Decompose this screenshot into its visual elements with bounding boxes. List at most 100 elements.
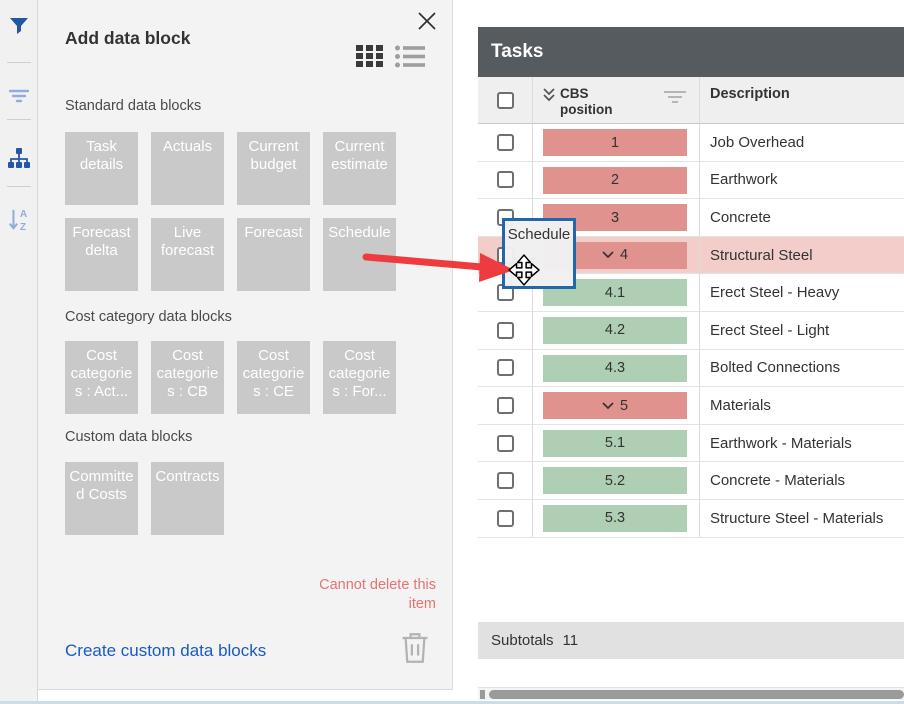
task-description: Structure Steel - Materials [710, 509, 884, 527]
horizontal-scrollbar[interactable] [478, 687, 904, 700]
task-description: Concrete [710, 208, 771, 226]
select-all-checkbox[interactable] [496, 91, 514, 109]
data-block-tile[interactable]: Schedule [323, 218, 396, 291]
task-description: Materials [710, 396, 771, 414]
svg-text:Z: Z [20, 222, 26, 233]
create-custom-data-blocks-link[interactable]: Create custom data blocks [65, 641, 267, 660]
subtotals-bar: Subtotals 11 [478, 622, 904, 659]
cbs-position-cell[interactable]: 5.2 [543, 467, 687, 495]
cbs-position-header[interactable]: CBS position [560, 86, 613, 117]
section-label-standard: Standard data blocks [65, 98, 202, 114]
row-checkbox[interactable] [496, 509, 514, 527]
cbs-number: 4 [619, 247, 629, 264]
cbs-position-cell[interactable]: 5 [543, 392, 687, 420]
data-block-tile[interactable]: Forecast delta [65, 218, 138, 291]
cbs-number: 5.1 [604, 435, 626, 452]
grid-view-icon[interactable] [355, 44, 385, 69]
filter-lines-icon[interactable] [7, 84, 31, 108]
data-block-tile[interactable]: Current budget [237, 132, 310, 205]
cbs-position-cell[interactable]: 4.2 [543, 316, 687, 344]
close-icon[interactable] [412, 6, 442, 36]
row-checkbox[interactable] [496, 434, 514, 452]
row-checkbox[interactable] [496, 472, 514, 490]
drag-ghost-schedule[interactable]: Schedule [502, 218, 576, 289]
data-block-tile[interactable]: Contracts [151, 462, 224, 535]
cbs-number: 4.3 [604, 360, 626, 377]
cbs-position-cell[interactable]: 2 [543, 166, 687, 194]
standard-blocks-grid: Task details Actuals Current budget Current… [65, 132, 401, 291]
data-block-tile[interactable]: Cost categories : CE [237, 341, 310, 414]
data-block-tile[interactable]: Current estimate [323, 132, 396, 205]
scrollbar-stub[interactable] [480, 690, 485, 699]
data-block-tile[interactable]: Live forecast [151, 218, 224, 291]
table-header-row: CBS position Description [478, 77, 904, 124]
task-description: Structural Steel [710, 246, 813, 264]
data-block-tile[interactable]: Committed Costs [65, 462, 138, 535]
custom-blocks-grid: Committed Costs Contracts [65, 462, 401, 535]
cbs-position-cell[interactable]: 4.1 [543, 279, 687, 307]
section-label-cost: Cost category data blocks [65, 309, 232, 325]
filter-icon[interactable] [7, 14, 31, 38]
double-chevron-down-icon[interactable] [541, 88, 557, 103]
svg-text:A: A [20, 209, 28, 220]
tasks-title: Tasks [491, 41, 544, 62]
cbs-number: 3 [610, 209, 620, 226]
task-description: Concrete - Materials [710, 472, 846, 490]
table-row: 5 Materials [478, 387, 904, 425]
cbs-number: 4.1 [604, 284, 626, 301]
table-row: 4.3 Bolted Connections [478, 349, 904, 388]
left-toolbar: A Z [0, 0, 38, 704]
subtotals-count: 11 [562, 632, 579, 649]
row-checkbox[interactable] [496, 133, 514, 151]
table-body: 1 Job Overhead 2 Earthwork 3 [478, 124, 904, 538]
data-block-tile[interactable]: Cost categories : For... [323, 341, 396, 414]
divider [7, 119, 31, 120]
table-row: 5.1 Earthwork - Materials [478, 424, 904, 463]
data-block-tile[interactable]: Task details [65, 132, 138, 205]
cbs-position-cell[interactable]: 1 [543, 129, 687, 156]
scrollbar-thumb[interactable] [489, 690, 904, 699]
row-checkbox[interactable] [496, 396, 514, 414]
cannot-delete-warning: Cannot delete this item [319, 577, 436, 612]
row-checkbox[interactable] [496, 171, 514, 189]
table-row: 5.3 Structure Steel - Materials [478, 499, 904, 538]
trash-icon[interactable] [400, 630, 430, 666]
move-cursor-icon [508, 254, 540, 286]
column-filter-icon[interactable] [663, 90, 687, 104]
add-data-block-panel: Add data block Standard data blocks Task… [38, 0, 453, 690]
description-header[interactable]: Description [710, 86, 790, 102]
chevron-down-icon[interactable] [602, 402, 614, 410]
cbs-position-cell[interactable]: 5.1 [543, 429, 687, 457]
cbs-number: 1 [610, 134, 620, 151]
data-block-tile[interactable]: Cost categories : Act... [65, 341, 138, 414]
divider [7, 186, 31, 187]
drag-ghost-label: Schedule [507, 226, 571, 243]
task-description: Earthwork [710, 171, 778, 189]
table-row: 2 Earthwork [478, 161, 904, 200]
data-block-tile[interactable]: Actuals [151, 132, 224, 205]
cost-blocks-grid: Cost categories : Act... Cost categories … [65, 341, 401, 414]
row-checkbox[interactable] [496, 321, 514, 339]
list-view-icon[interactable] [394, 44, 426, 69]
data-block-tile[interactable]: Forecast [237, 218, 310, 291]
section-label-custom: Custom data blocks [65, 429, 193, 445]
row-checkbox[interactable] [496, 359, 514, 377]
table-row: 5.2 Concrete - Materials [478, 462, 904, 500]
window-bottom-edge [0, 701, 904, 704]
cbs-position-cell[interactable]: 5.3 [543, 504, 687, 532]
subtotals-label: Subtotals [491, 632, 554, 649]
task-description: Erect Steel - Heavy [710, 284, 840, 302]
task-description: Bolted Connections [710, 359, 841, 377]
cbs-position-cell[interactable]: 4.3 [543, 354, 687, 382]
sort-az-icon[interactable]: A Z [7, 206, 31, 234]
data-block-tile[interactable]: Cost categories : CB [151, 341, 224, 414]
task-description: Job Overhead [710, 133, 805, 151]
task-description: Erect Steel - Light [710, 321, 830, 339]
table-row: 1 Job Overhead [478, 124, 904, 162]
cbs-number: 2 [610, 172, 620, 189]
chevron-down-icon[interactable] [602, 251, 614, 259]
hierarchy-icon[interactable] [7, 146, 31, 170]
task-description: Earthwork - Materials [710, 434, 852, 452]
cbs-number: 4.2 [604, 322, 626, 339]
